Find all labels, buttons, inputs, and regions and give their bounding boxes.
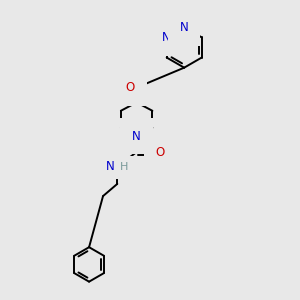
Text: O: O [125,81,135,94]
Text: O: O [155,146,165,159]
Text: N: N [132,130,141,142]
Text: H: H [120,162,128,172]
Text: N: N [162,31,171,44]
Text: N: N [106,160,115,173]
Text: N: N [180,21,189,34]
